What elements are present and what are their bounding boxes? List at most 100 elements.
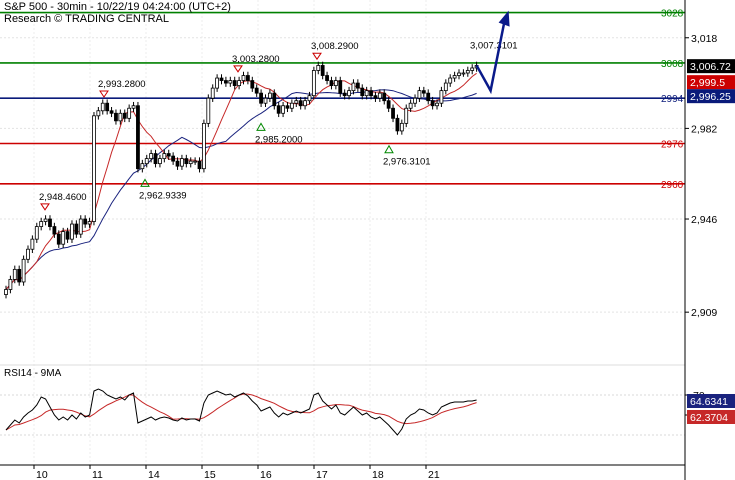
candle-body <box>457 72 461 76</box>
candle-body <box>342 92 347 97</box>
swing-high-label: 2,993.2800 <box>98 79 146 90</box>
support-resistance-levels: 3028 3008 2994 2976 2960 <box>0 9 685 191</box>
candle-body <box>48 218 52 227</box>
rsi-tag-bg <box>687 410 735 424</box>
level-label: 2960 <box>661 180 684 191</box>
level-label: 3008 <box>661 59 684 70</box>
swing-high-marker <box>40 203 50 211</box>
candle-body <box>92 115 96 222</box>
candle-body <box>355 82 360 89</box>
candle-body <box>21 258 26 283</box>
candle-body <box>347 90 351 97</box>
candle-body <box>338 80 343 94</box>
candle-body <box>78 218 83 235</box>
candle-body <box>202 122 206 170</box>
candle-body <box>56 233 61 245</box>
candle-body <box>303 100 307 107</box>
candle-body <box>382 92 387 102</box>
candle-body <box>144 158 149 165</box>
candle-body <box>109 110 114 114</box>
candle-body <box>417 90 422 99</box>
candle-body <box>52 226 57 235</box>
candle-body <box>465 70 470 74</box>
candle-body <box>228 80 233 84</box>
candle-body <box>263 97 268 104</box>
candle-body <box>399 122 404 132</box>
rsi-tag-bg <box>687 394 735 408</box>
candle-body <box>100 102 105 112</box>
projection-label: 3,007.3101 <box>470 41 518 52</box>
rsi-label: RSI14 - 9MA <box>4 368 62 379</box>
candle-body <box>215 77 220 89</box>
price-tag-bg <box>687 89 735 104</box>
candle-body <box>61 231 66 245</box>
candle-body <box>395 117 400 132</box>
time-axis: 10 11 14 15 16 17 18 21 <box>33 465 440 480</box>
candle-body <box>83 218 88 225</box>
price-tag-label: 3,006.72 <box>690 61 731 73</box>
candle-body <box>175 160 180 167</box>
x-tick-label: 10 <box>36 469 48 480</box>
candle-body <box>140 163 145 170</box>
price-tag-label: 2,999.5 <box>690 77 725 89</box>
candle-body <box>289 102 294 109</box>
rsi-ma-line <box>5 393 477 431</box>
candle-body <box>360 87 365 97</box>
swing-low-marker <box>384 144 394 154</box>
candle-body <box>426 92 431 102</box>
candle-body <box>197 160 202 170</box>
candle-body <box>377 92 382 99</box>
chart-subtitle: Research © TRADING CENTRAL <box>4 13 169 25</box>
candle-body <box>351 82 356 92</box>
rsi-tag-label: 64.6341 <box>690 396 728 408</box>
candle-body <box>118 112 123 122</box>
x-tick-label: 17 <box>316 469 328 480</box>
candle-body <box>43 218 48 222</box>
candle-body <box>122 112 127 119</box>
candle-body <box>4 289 8 295</box>
swing-high-marker <box>99 90 109 98</box>
candle-body <box>461 72 466 75</box>
candle-body <box>285 105 290 109</box>
rsi-line <box>5 388 477 436</box>
candle-body <box>39 221 44 227</box>
swing-low-label: 2,962.9339 <box>139 190 187 201</box>
candle-body <box>250 80 255 89</box>
candle-body <box>320 65 325 76</box>
projection-arrowhead <box>498 10 510 27</box>
candle-body <box>131 105 136 109</box>
candle-body <box>166 153 171 157</box>
candle-body <box>259 92 263 104</box>
candle-body <box>162 153 167 160</box>
candle-body <box>171 155 176 162</box>
candle-body <box>153 153 158 165</box>
candle-body <box>74 223 79 235</box>
candle-body <box>413 97 417 104</box>
candle-body <box>470 67 475 71</box>
candle-body <box>193 160 198 163</box>
moving-averages <box>5 72 477 290</box>
candle-body <box>430 100 435 107</box>
candle-body <box>439 90 444 104</box>
x-tick-label: 15 <box>204 469 216 480</box>
y-tick-label: 2,946 <box>691 214 717 226</box>
candle-body <box>114 112 118 122</box>
candle-body <box>448 77 453 84</box>
candle-body <box>373 95 378 99</box>
swing-high-marker <box>312 52 322 61</box>
candle-body <box>65 231 70 240</box>
candle-body <box>87 221 92 225</box>
swing-low-label: 2,985.2000 <box>255 134 303 145</box>
candle-body <box>26 248 30 260</box>
candle-body <box>210 87 215 99</box>
candle-body <box>329 80 334 86</box>
y-tick-label: 2,909 <box>691 307 717 319</box>
candle-body <box>232 80 237 86</box>
price-tag-bg <box>687 59 735 74</box>
candle-body <box>105 102 110 112</box>
chart-title: S&P 500 - 30min - 10/22/19 04:24:00 (UTC… <box>4 1 231 13</box>
candle-body <box>435 102 439 107</box>
candle-body <box>127 107 132 119</box>
